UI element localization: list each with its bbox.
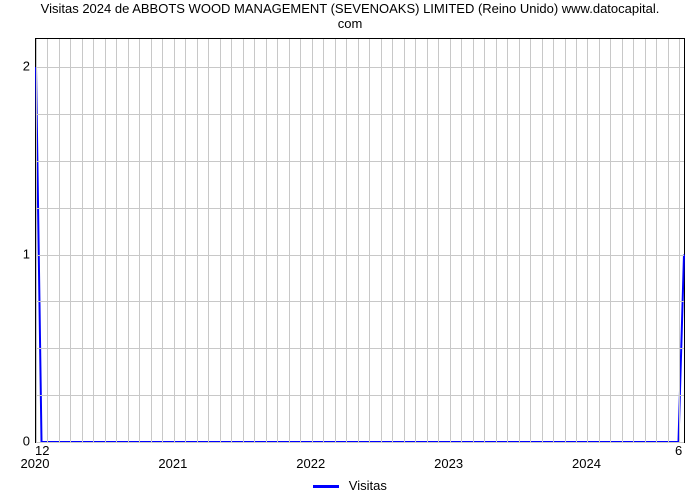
gridline-vertical — [47, 39, 48, 442]
gridline-vertical — [231, 39, 232, 442]
chart-title-line2: com — [338, 16, 363, 31]
legend-label: Visitas — [349, 478, 387, 493]
secondary-label-left: 12 — [35, 443, 49, 458]
gridline-vertical — [668, 39, 669, 442]
gridline-vertical — [369, 39, 370, 442]
gridline-vertical — [197, 39, 198, 442]
gridline-vertical — [70, 39, 71, 442]
gridline-vertical — [277, 39, 278, 442]
gridline-vertical — [507, 39, 508, 442]
gridline-vertical — [381, 39, 382, 442]
y-tick-label: 1 — [10, 246, 30, 261]
gridline-vertical — [633, 39, 634, 442]
gridline-vertical — [82, 39, 83, 442]
gridline-vertical — [656, 39, 657, 442]
gridline-vertical — [220, 39, 221, 442]
gridline-vertical — [484, 39, 485, 442]
gridline-vertical — [300, 39, 301, 442]
plot-area — [35, 38, 685, 443]
gridline-horizontal — [36, 161, 684, 162]
gridline-horizontal — [36, 301, 684, 302]
x-tick-label: 2024 — [572, 456, 601, 471]
gridline-vertical — [530, 39, 531, 442]
gridline-vertical — [243, 39, 244, 442]
gridline-horizontal — [36, 348, 684, 349]
gridline-vertical — [254, 39, 255, 442]
gridline-vertical — [289, 39, 290, 442]
gridline-vertical — [208, 39, 209, 442]
y-tick-label: 2 — [10, 59, 30, 74]
gridline-vertical — [679, 39, 680, 442]
gridline-vertical — [36, 39, 37, 442]
legend: Visitas — [0, 478, 700, 493]
gridline-vertical — [174, 39, 175, 442]
chart-container: Visitas 2024 de ABBOTS WOOD MANAGEMENT (… — [0, 0, 700, 500]
gridline-vertical — [610, 39, 611, 442]
gridline-vertical — [473, 39, 474, 442]
legend-swatch — [313, 485, 339, 488]
chart-title-line1: Visitas 2024 de ABBOTS WOOD MANAGEMENT (… — [41, 1, 660, 16]
gridline-vertical — [392, 39, 393, 442]
gridline-vertical — [151, 39, 152, 442]
gridline-vertical — [587, 39, 588, 442]
gridline-vertical — [162, 39, 163, 442]
gridline-vertical — [105, 39, 106, 442]
gridline-vertical — [599, 39, 600, 442]
gridline-vertical — [553, 39, 554, 442]
secondary-label-right: 6 — [675, 443, 682, 458]
gridline-vertical — [404, 39, 405, 442]
gridline-vertical — [438, 39, 439, 442]
chart-title: Visitas 2024 de ABBOTS WOOD MANAGEMENT (… — [0, 2, 700, 32]
gridline-vertical — [622, 39, 623, 442]
gridline-horizontal — [36, 442, 684, 443]
x-tick-label: 2022 — [296, 456, 325, 471]
gridline-vertical — [576, 39, 577, 442]
gridline-vertical — [519, 39, 520, 442]
gridline-vertical — [461, 39, 462, 442]
gridline-vertical — [59, 39, 60, 442]
gridline-vertical — [93, 39, 94, 442]
gridline-horizontal — [36, 114, 684, 115]
gridline-vertical — [496, 39, 497, 442]
x-tick-label: 2020 — [21, 456, 50, 471]
y-tick-label: 0 — [10, 434, 30, 449]
gridline-vertical — [358, 39, 359, 442]
x-tick-label: 2021 — [158, 456, 187, 471]
gridline-vertical — [542, 39, 543, 442]
gridline-vertical — [266, 39, 267, 442]
gridline-vertical — [346, 39, 347, 442]
gridline-vertical — [427, 39, 428, 442]
gridline-horizontal — [36, 255, 684, 256]
gridline-vertical — [335, 39, 336, 442]
gridline-vertical — [185, 39, 186, 442]
gridline-vertical — [450, 39, 451, 442]
gridline-vertical — [565, 39, 566, 442]
gridline-horizontal — [36, 208, 684, 209]
gridline-horizontal — [36, 67, 684, 68]
gridline-vertical — [323, 39, 324, 442]
gridline-vertical — [415, 39, 416, 442]
gridline-vertical — [645, 39, 646, 442]
gridline-horizontal — [36, 395, 684, 396]
gridline-vertical — [139, 39, 140, 442]
gridline-vertical — [128, 39, 129, 442]
x-tick-label: 2023 — [434, 456, 463, 471]
gridline-vertical — [312, 39, 313, 442]
gridline-vertical — [116, 39, 117, 442]
